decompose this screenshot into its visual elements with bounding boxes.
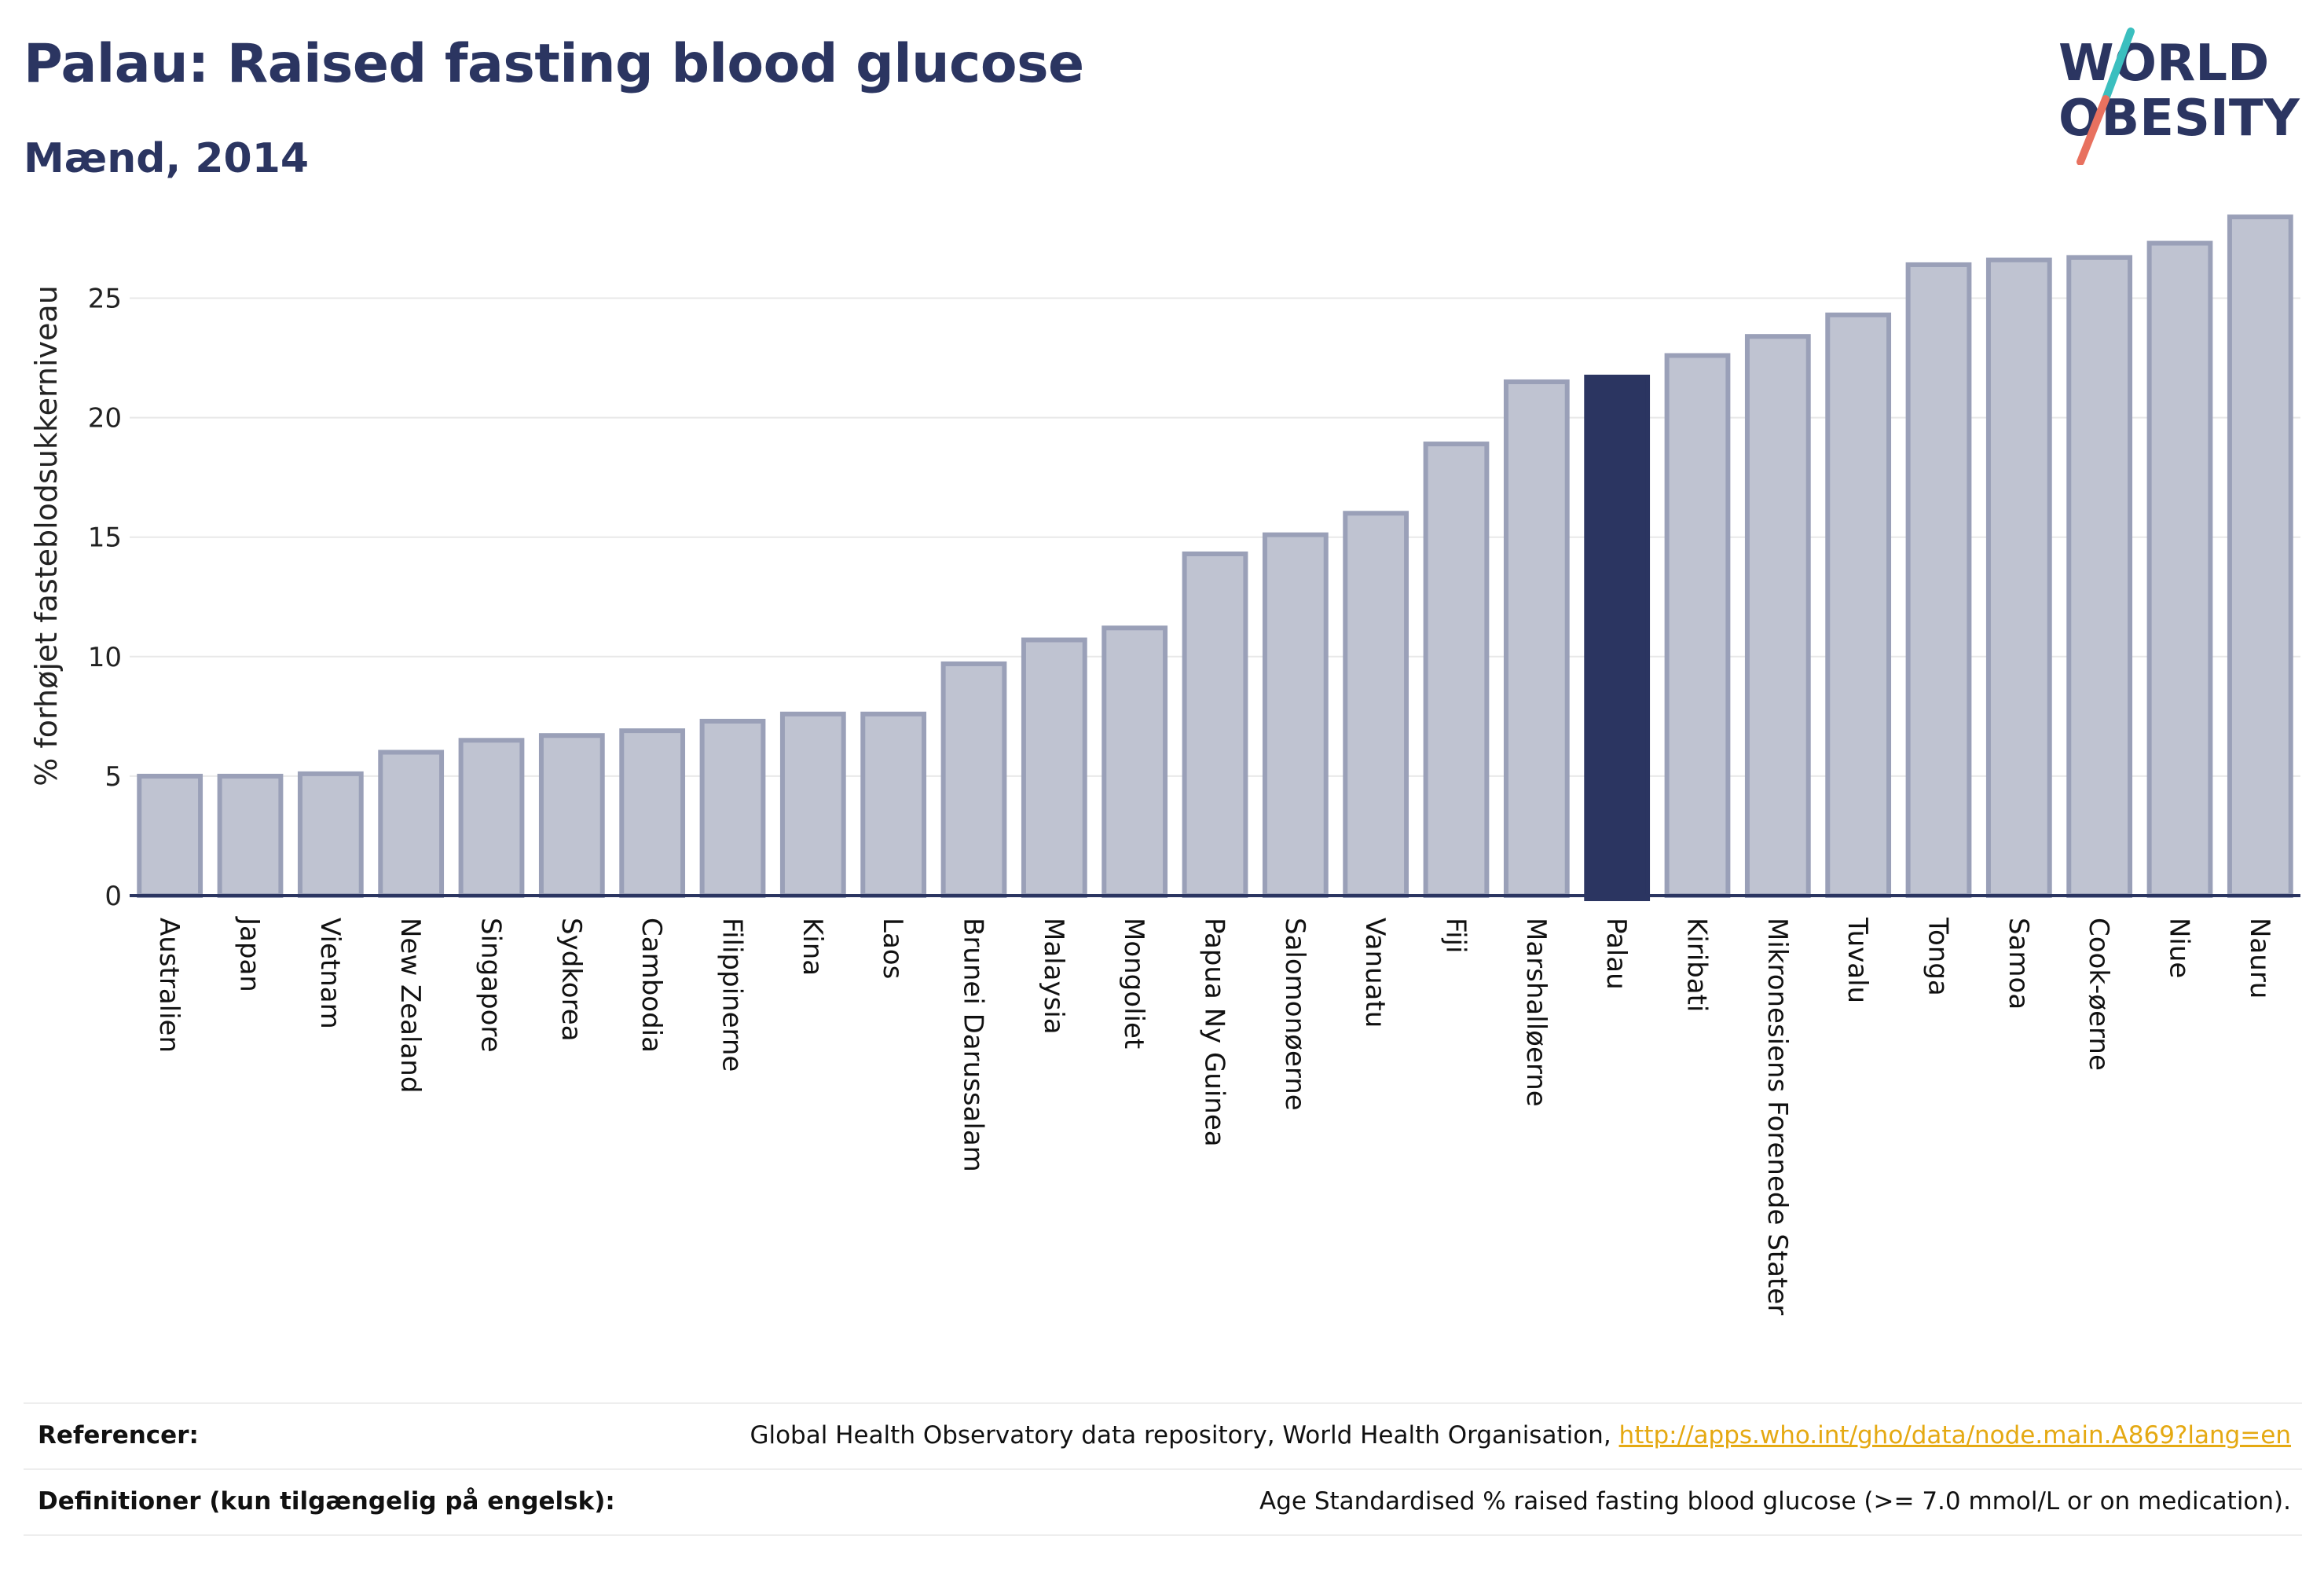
bar <box>2227 214 2293 898</box>
bar <box>297 771 364 899</box>
bar <box>1503 379 1570 899</box>
logo-text-line1: WORLD <box>2058 35 2269 93</box>
y-tick-label: 5 <box>104 761 122 793</box>
x-tick-label: Marshalløerne <box>1520 918 1552 1107</box>
x-tick-label: Australien <box>153 918 185 1053</box>
x-tick-label: Japan <box>234 916 266 992</box>
x-tick-label: Mongoliet <box>1118 918 1149 1049</box>
y-tick-label: 20 <box>88 403 122 434</box>
y-axis-ticks: 0 5 10 15 20 25 <box>88 284 122 912</box>
x-tick-label: Mikronesiens Forenede Stater <box>1761 918 1793 1315</box>
bar <box>378 750 445 899</box>
bar <box>1262 532 1329 898</box>
world-obesity-logo: WORLD OBESITY <box>2058 27 2300 165</box>
x-tick-label: Filippinerne <box>717 918 748 1072</box>
y-tick-label: 0 <box>104 881 122 912</box>
x-tick-label: Sydkorea <box>555 918 587 1042</box>
x-tick-label: Fiji <box>1440 918 1472 953</box>
x-axis-labels: Australien Japan Vietnam New Zealand Singapo… <box>153 916 2275 1315</box>
bar <box>1021 637 1087 898</box>
x-tick-label: Nauru <box>2244 918 2275 999</box>
bar <box>1825 312 1892 898</box>
bar <box>1985 257 2052 898</box>
references-label: Referencer: <box>38 1421 199 1450</box>
bars <box>137 214 2293 902</box>
bar <box>1744 334 1811 898</box>
bar <box>1423 442 1490 898</box>
x-tick-label: Papua Ny Guinea <box>1199 918 1230 1147</box>
bar <box>1182 552 1248 898</box>
definitions-label: Definitioner (kun tilgængelig på engelsk… <box>38 1487 615 1516</box>
bar <box>458 738 525 898</box>
bar <box>1664 353 1731 899</box>
x-tick-label: Kiribati <box>1681 918 1713 1012</box>
bar <box>940 661 1007 898</box>
bar <box>1905 262 1972 898</box>
page-title: Palau: Raised fasting blood glucose <box>24 33 1084 95</box>
x-tick-label: Malaysia <box>1038 918 1069 1035</box>
y-tick-label: 25 <box>88 284 122 315</box>
bar <box>538 733 605 898</box>
footer-table: Referencer: Global Health Observatory da… <box>24 1402 2302 1536</box>
x-tick-label: Salomonøerne <box>1279 918 1310 1111</box>
bar-highlighted <box>1584 374 1651 902</box>
x-tick-label: Tonga <box>1923 917 1954 996</box>
references-link[interactable]: http://apps.who.int/gho/data/node.main.A… <box>1618 1421 2291 1450</box>
x-tick-label: Vanuatu <box>1359 918 1391 1028</box>
x-tick-label: Tuvalu <box>1842 917 1873 1003</box>
x-tick-label: Kina <box>797 918 828 976</box>
x-tick-label: Brunei Darussalam <box>958 918 989 1172</box>
references-value: Global Health Observatory data repositor… <box>750 1421 2291 1450</box>
bar <box>699 718 766 899</box>
bar-chart: 0 5 10 15 20 25 Australien Japan Vietnam New Zea… <box>29 214 2300 1315</box>
bar <box>2146 240 2213 898</box>
y-tick-label: 15 <box>88 522 122 554</box>
x-tick-label: Vietnam <box>314 918 346 1029</box>
x-tick-label: Palau <box>1600 918 1632 990</box>
definitions-value: Age Standardised % raised fasting blood … <box>1259 1487 2291 1516</box>
bar <box>2066 255 2133 899</box>
logo-slash-teal <box>2102 27 2135 103</box>
x-tick-label: Laos <box>877 918 908 979</box>
bar <box>619 728 686 899</box>
bar <box>137 773 203 898</box>
x-tick-label: Niue <box>2164 918 2195 978</box>
bar <box>860 711 927 899</box>
page-subtitle: Mænd, 2014 <box>24 135 310 182</box>
bar <box>1343 511 1409 899</box>
bar <box>779 711 846 899</box>
x-tick-label: Cambodia <box>636 918 667 1053</box>
bar <box>1102 625 1168 899</box>
logo-slash-coral <box>2077 95 2110 165</box>
x-tick-label: New Zealand <box>394 918 426 1093</box>
y-tick-label: 10 <box>88 642 122 673</box>
references-row: Referencer: Global Health Observatory da… <box>24 1402 2302 1468</box>
x-tick-label: Singapore <box>475 918 507 1053</box>
bar <box>217 773 284 898</box>
definitions-row: Definitioner (kun tilgængelig på engelsk… <box>24 1468 2302 1536</box>
x-tick-label: Samoa <box>2003 918 2034 1010</box>
references-text: Global Health Observatory data repositor… <box>750 1421 1619 1450</box>
x-tick-label: Cook-øerne <box>2083 918 2114 1071</box>
y-axis-label: % forhøjet fasteblodsukkerniveau <box>29 285 64 786</box>
